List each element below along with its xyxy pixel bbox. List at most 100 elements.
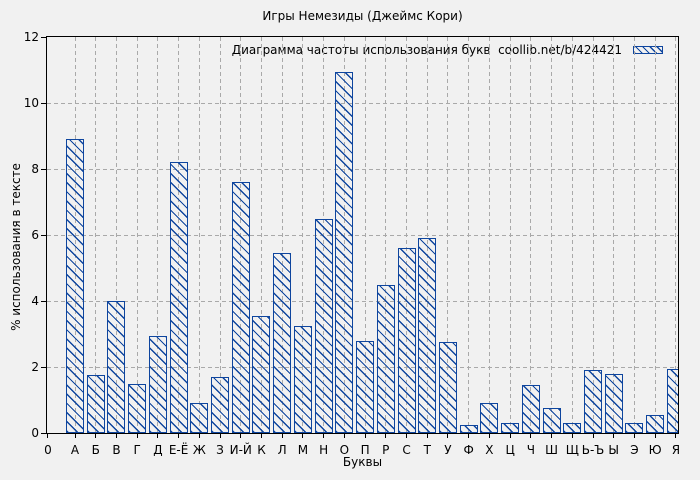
x-tick [136, 434, 138, 438]
bar [86, 375, 105, 433]
x-tick-label: Я [671, 443, 681, 457]
v-gridline [260, 37, 262, 433]
x-tick-label: Л [277, 443, 287, 457]
bar [66, 139, 84, 433]
v-gridline [592, 37, 594, 433]
bar [314, 218, 333, 433]
x-tick-label: Ы [608, 443, 620, 457]
x-tick [426, 434, 428, 438]
x-tick-label: Щ [565, 443, 579, 457]
v-gridline [530, 37, 532, 433]
x-tick [406, 434, 408, 438]
v-gridline [571, 37, 573, 433]
v-gridline [406, 37, 408, 433]
x-tick-label: Б [91, 443, 100, 457]
x-tick-label: Т [423, 443, 431, 457]
v-gridline [426, 37, 428, 433]
x-tick-label: Ц [505, 443, 515, 457]
x-tick-label: К [257, 443, 266, 457]
bar [604, 373, 623, 433]
bar [418, 238, 437, 433]
v-gridline [613, 37, 615, 433]
x-tick [488, 434, 490, 438]
v-gridline [157, 37, 159, 433]
bar [563, 423, 582, 433]
plot-area: Диаграмма частоты использования букв coo… [46, 36, 679, 434]
v-gridline [447, 37, 449, 433]
x-tick-label: У [444, 443, 452, 457]
x-tick-label: Ш [545, 443, 558, 457]
x-tick-label: З [216, 443, 224, 457]
x-tick [281, 434, 283, 438]
x-tick [157, 434, 159, 438]
x-tick [115, 434, 117, 438]
h-gridline [47, 168, 678, 170]
bar [107, 301, 126, 433]
y-tick-label: 10 [23, 96, 39, 110]
bar [438, 342, 457, 433]
bar [584, 370, 602, 433]
x-tick-label: Г [133, 443, 141, 457]
x-tick [385, 434, 387, 438]
bar [190, 403, 209, 433]
y-tick-label: 8 [31, 162, 39, 176]
x-tick-label: М [297, 443, 309, 457]
bar [148, 335, 167, 433]
y-tick [41, 300, 46, 302]
x-tick-label: Ю [648, 443, 662, 457]
x-tick-label: Х [485, 443, 494, 457]
v-gridline [95, 37, 97, 433]
bar [646, 414, 665, 433]
bar [376, 284, 395, 433]
v-gridline [385, 37, 387, 433]
v-gridline [219, 37, 221, 433]
v-gridline [302, 37, 304, 433]
x-tick-label: А [70, 443, 80, 457]
v-gridline [136, 37, 138, 433]
x-tick [302, 434, 304, 438]
x-tick-label: Н [319, 443, 329, 457]
x-tick [219, 434, 221, 438]
x-tick [178, 434, 180, 438]
x-tick [323, 434, 325, 438]
v-gridline [509, 37, 511, 433]
x-tick-label: Ч [526, 443, 535, 457]
v-gridline [468, 37, 470, 433]
v-gridline [488, 37, 490, 433]
bar [501, 423, 520, 433]
x-tick-label: Ж [192, 443, 206, 457]
y-tick [41, 102, 46, 104]
v-gridline [281, 37, 283, 433]
bar [293, 325, 312, 433]
bar [542, 408, 561, 433]
bar [211, 376, 230, 433]
y-tick [41, 234, 46, 236]
bar [521, 385, 540, 433]
x-tick [95, 434, 97, 438]
h-gridline [47, 102, 678, 104]
x-tick-label: Э [630, 443, 639, 457]
chart-title: Игры Немезиды (Джеймс Кори) [262, 9, 463, 23]
y-tick-label: 4 [31, 294, 39, 308]
v-gridline [654, 37, 656, 433]
legend-hatch-swatch-icon [633, 46, 663, 54]
x-tick [198, 434, 200, 438]
x-tick-label: И-Й [229, 443, 252, 457]
x-tick [364, 434, 366, 438]
v-gridline [198, 37, 200, 433]
x-tick [509, 434, 511, 438]
h-gridline [47, 234, 678, 236]
y-tick [41, 432, 46, 434]
x-tick-label: П [360, 443, 370, 457]
x-tick-label: Е-Ё [168, 443, 189, 457]
x-tick [240, 434, 242, 438]
x-tick [551, 434, 553, 438]
y-tick-label: 0 [31, 426, 39, 440]
y-tick-label: 6 [31, 228, 39, 242]
v-gridline [364, 37, 366, 433]
x-tick [654, 434, 656, 438]
bar [273, 253, 292, 433]
x-tick-label: Д [153, 443, 163, 457]
v-gridline [675, 37, 677, 433]
x-tick [633, 434, 635, 438]
